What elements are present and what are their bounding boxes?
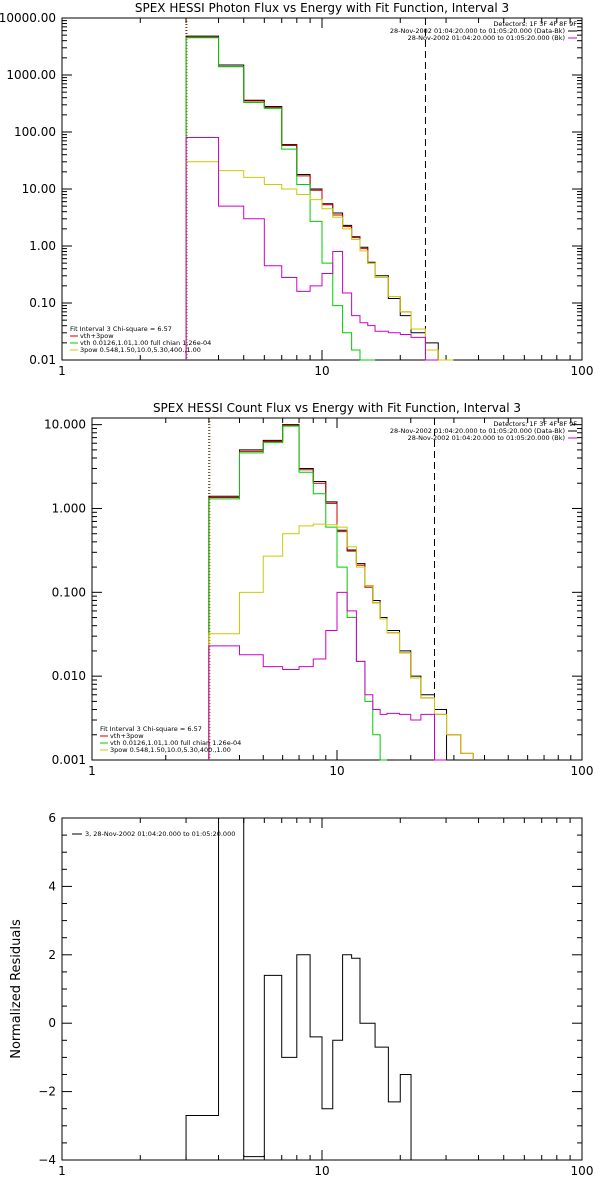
plot-frame — [91, 417, 583, 761]
series-4-histogram — [185, 137, 439, 361]
chart-panel-1: SPEX HESSI Photon Flux vs Energy with Fi… — [0, 1, 593, 378]
legend-top-entry: 28-Nov-2002 01:04:20.000 to 01:05:20.000… — [390, 27, 565, 35]
y-tick-label: 0 — [48, 1016, 56, 1030]
series-3-histogram — [208, 523, 474, 760]
legend-top-left-entry: 3, 28-Nov-2002 01:04:20.000 to 01:05:20.… — [85, 830, 235, 838]
y-tick-label: 100.00 — [14, 125, 56, 139]
y-tick-label: 4 — [48, 879, 56, 893]
chart-panel-2: SPEX HESSI Count Flux vs Energy with Fit… — [44, 401, 593, 778]
legend-bottom-entry: Fit Interval 3 Chi-square = 6.57 — [100, 725, 202, 733]
y-tick-label: −2 — [38, 1085, 56, 1099]
x-tick-label: 1 — [58, 364, 66, 378]
x-tick-label: 100 — [571, 764, 594, 778]
legend-bottom-entry: vth 0.0126,1.01,1.00 full chian 1.26e-04 — [110, 739, 241, 747]
y-tick-label: 0.010 — [52, 669, 86, 683]
y-tick-label: 2 — [48, 948, 56, 962]
x-tick-label: 1 — [58, 1164, 66, 1178]
legend-top-entry: 28-Nov-2002 01:04:20.000 to 01:05:20.000… — [390, 427, 565, 435]
x-tick-label: 1 — [88, 764, 96, 778]
x-tick-label: 100 — [571, 1164, 594, 1178]
y-tick-label: 10000.00 — [0, 11, 56, 25]
series-2-histogram — [185, 37, 376, 361]
chart-panel-3: 1 10 100 −4 −2 0 2 4 6 Normalized Residuals 3, 28-… — [9, 811, 593, 1178]
y-tick-label: 1.00 — [29, 239, 56, 253]
y-axis-label: Normalized Residuals — [9, 919, 24, 1059]
legend-bottom-entry: vth+3pow — [110, 732, 144, 740]
series-3-histogram — [185, 161, 454, 361]
series-2-histogram — [208, 425, 388, 761]
y-tick-label: 10.000 — [44, 418, 86, 432]
series-0-histogram — [185, 817, 412, 1160]
legend-bottom-entry: 3pow 0.548,1.50,10.0,5.30,400.,1.00 — [110, 746, 231, 754]
legend-bottom-entry: Fit Interval 3 Chi-square = 6.57 — [70, 325, 172, 333]
legend-bottom-entry: vth 0.0126,1.01,1.00 full chian 1.26e-04 — [80, 339, 211, 347]
y-tick-label: 6 — [48, 811, 56, 825]
y-tick-label: 1.000 — [52, 501, 86, 515]
series-1-histogram — [185, 36, 454, 361]
y-tick-label: 0.100 — [52, 585, 86, 599]
x-tick-label: 10 — [314, 364, 329, 378]
x-tick-label: 10 — [314, 1164, 329, 1178]
y-tick-label: 10.00 — [22, 182, 56, 196]
legend-top-entry: 28-Nov-2002 01:04:20.000 to 01:05:20.000… — [408, 34, 565, 42]
y-tick-label: 0.10 — [29, 296, 56, 310]
x-tick-label: 100 — [571, 364, 594, 378]
legend-bottom-entry: 3pow 0.548,1.50,10.0,5.30,400.,1.00 — [80, 346, 201, 354]
legend-top-entry: Detectors: 1F 3F 4F 8F 9F — [493, 20, 577, 28]
y-tick-label: −4 — [38, 1153, 56, 1167]
x-tick-label: 10 — [329, 764, 344, 778]
y-tick-label: 0.01 — [29, 353, 56, 367]
legend-top-entry: Detectors: 1F 3F 4F 8F 9F — [493, 420, 577, 428]
chart-title: SPEX HESSI Photon Flux vs Energy with Fi… — [135, 1, 509, 15]
legend-top-entry: 28-Nov-2002 01:04:20.000 to 01:05:20.000… — [408, 434, 565, 442]
series-4-histogram — [208, 591, 447, 761]
chart-title: SPEX HESSI Count Flux vs Energy with Fit… — [153, 401, 521, 415]
legend-bottom-entry: vth+3pow — [80, 332, 114, 340]
y-tick-label: 0.001 — [52, 753, 86, 767]
y-tick-label: 1000.00 — [6, 68, 56, 82]
